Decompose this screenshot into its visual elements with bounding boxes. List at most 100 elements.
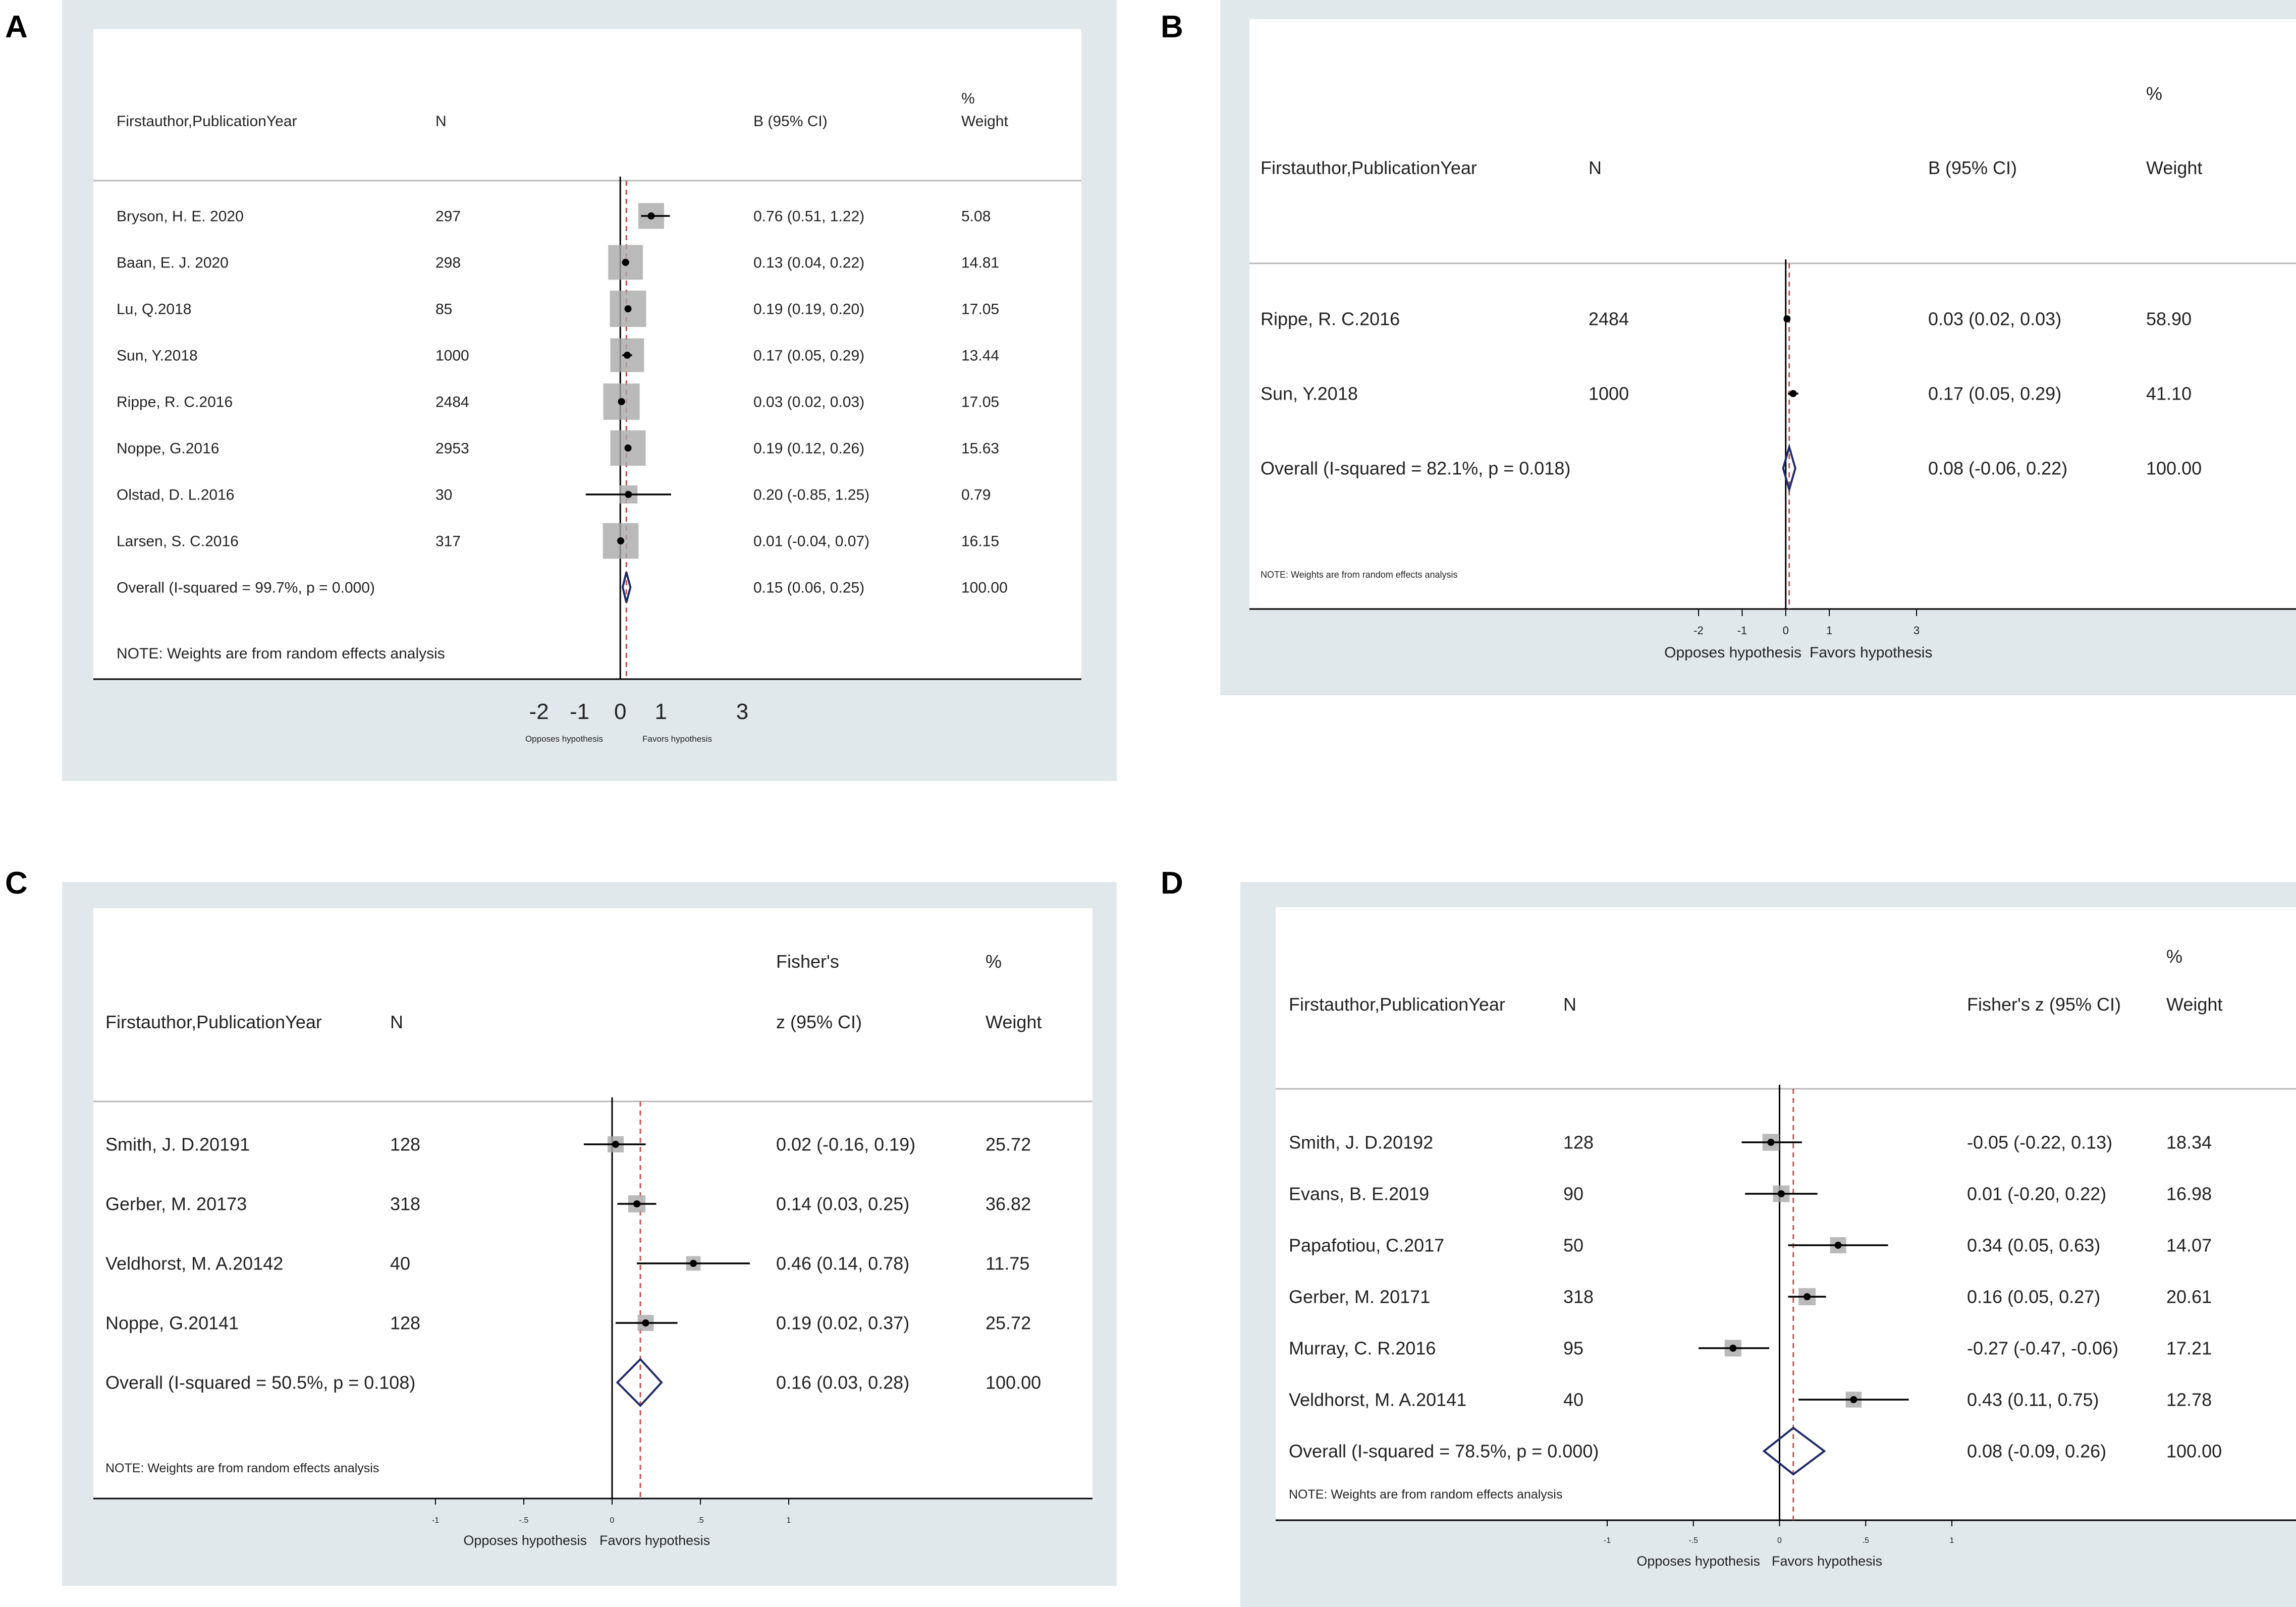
- x-label-opposes: Opposes hypothesis: [1636, 1554, 1760, 1569]
- point-estimate: [642, 1319, 649, 1326]
- study-label: Gerber, M. 20173: [105, 1194, 247, 1214]
- point-estimate: [1767, 1139, 1775, 1146]
- x-tick-label: .5: [697, 1516, 703, 1525]
- x-label-favors: Favors hypothesis: [642, 734, 712, 744]
- x-tick-label: -2: [1693, 624, 1704, 637]
- x-tick-label: 0: [1777, 1536, 1782, 1545]
- study-n: 318: [390, 1194, 420, 1214]
- header-n: N: [390, 1012, 403, 1032]
- study-label: Larsen, S. C.2016: [117, 533, 239, 550]
- study-weight: 20.61: [2166, 1287, 2212, 1307]
- study-n: 2484: [1589, 309, 1629, 329]
- study-weight: 13.44: [961, 348, 999, 364]
- point-estimate: [618, 398, 625, 405]
- study-label: Olstad, D. L.2016: [117, 487, 234, 504]
- study-ci: 0.19 (0.19, 0.20): [753, 301, 864, 318]
- study-ci: 0.76 (0.51, 1.22): [753, 208, 864, 225]
- header-study: Firstauthor,PublicationYear: [105, 1012, 322, 1032]
- study-weight: 14.81: [961, 255, 999, 271]
- x-tick-label: -1: [1737, 624, 1747, 637]
- study-weight: 58.90: [2146, 309, 2192, 329]
- study-weight: 16.98: [2166, 1184, 2212, 1204]
- study-n: 40: [1563, 1390, 1583, 1410]
- point-estimate: [1783, 315, 1791, 322]
- x-tick-label: 0: [1783, 624, 1789, 637]
- point-estimate: [617, 537, 625, 544]
- point-estimate: [1850, 1396, 1857, 1403]
- study-ci: 0.19 (0.12, 0.26): [753, 440, 864, 457]
- header-weight-line1: %: [2146, 83, 2162, 104]
- study-weight: 17.05: [961, 394, 999, 411]
- study-n: 128: [1563, 1132, 1594, 1153]
- overall-ci: 0.08 (-0.06, 0.22): [1928, 458, 2067, 479]
- study-weight: 0.79: [961, 487, 991, 504]
- header-weight-line2: Weight: [986, 1012, 1042, 1032]
- study-label: Evans, B. E.2019: [1289, 1184, 1429, 1204]
- header-weight-line2: Weight: [961, 113, 1008, 130]
- header-effect: B (95% CI): [1928, 157, 2017, 178]
- x-tick-label: -1: [570, 699, 589, 724]
- overall-label: Overall (I-squared = 82.1%, p = 0.018): [1261, 458, 1570, 479]
- x-label-favors: Favors hypothesis: [1810, 644, 1932, 661]
- point-estimate: [623, 352, 631, 359]
- panel-letter-b: B: [1161, 10, 1183, 44]
- study-ci: 0.14 (0.03, 0.25): [776, 1194, 909, 1214]
- study-ci: 0.03 (0.02, 0.03): [1928, 309, 2061, 329]
- study-label: Rippe, R. C.2016: [1261, 309, 1400, 329]
- study-weight: 16.15: [961, 533, 999, 550]
- study-label: Baan, E. J. 2020: [117, 255, 229, 271]
- study-label: Sun, Y.2018: [117, 348, 198, 364]
- study-weight: 17.05: [961, 301, 999, 318]
- point-estimate: [1803, 1293, 1811, 1300]
- study-label: Sun, Y.2018: [1261, 383, 1358, 404]
- study-ci: 0.34 (0.05, 0.63): [1967, 1235, 2100, 1256]
- forest-plot-c: Firstauthor,PublicationYear N Fisher's z (9…: [93, 908, 1092, 1548]
- study-ci: 0.02 (-0.16, 0.19): [776, 1134, 915, 1155]
- study-n: 128: [390, 1134, 420, 1155]
- x-tick-label: -.5: [519, 1516, 529, 1525]
- x-tick-label: 1: [1826, 624, 1832, 637]
- study-ci: 0.43 (0.11, 0.75): [1967, 1390, 2099, 1410]
- overall-weight: 100.00: [2166, 1441, 2222, 1462]
- study-ci: 0.16 (0.05, 0.27): [1967, 1287, 2100, 1307]
- study-label: Veldhorst, M. A.20142: [105, 1253, 283, 1274]
- overall-label: Overall (I-squared = 78.5%, p = 0.000): [1289, 1441, 1599, 1462]
- header-effect: B (95% CI): [753, 113, 828, 130]
- forest-panel-d: Firstauthor,PublicationYear N Fisher's z (…: [1240, 882, 2296, 1607]
- point-estimate: [1789, 390, 1797, 397]
- overall-weight: 100.00: [2146, 458, 2202, 479]
- forest-plot-b: Firstauthor,PublicationYear N B (95% CI)% W…: [1249, 19, 2296, 661]
- overall-ci: 0.16 (0.03, 0.28): [776, 1372, 909, 1393]
- header-n: N: [1563, 994, 1576, 1015]
- x-tick-label: 1: [655, 699, 667, 724]
- study-ci: 0.13 (0.04, 0.22): [753, 255, 864, 271]
- study-n: 1000: [1589, 383, 1629, 404]
- study-label: Murray, C. R.2016: [1289, 1338, 1436, 1359]
- point-estimate: [633, 1200, 640, 1207]
- overall-label: Overall (I-squared = 50.5%, p = 0.108): [105, 1372, 415, 1393]
- study-weight: 12.78: [2166, 1390, 2212, 1410]
- study-weight: 25.72: [986, 1313, 1031, 1334]
- study-label: Rippe, R. C.2016: [117, 394, 233, 411]
- header-weight-line2: Weight: [2166, 994, 2222, 1015]
- point-estimate: [624, 305, 632, 312]
- header-study: Firstauthor,PublicationYear: [1261, 157, 1477, 178]
- study-label: Papafotiou, C.2017: [1289, 1235, 1444, 1256]
- study-label: Bryson, H. E. 2020: [117, 208, 244, 225]
- study-label: Veldhorst, M. A.20141: [1289, 1390, 1466, 1410]
- study-ci: 0.01 (-0.04, 0.07): [753, 533, 869, 550]
- study-label: Lu, Q.2018: [117, 301, 191, 318]
- x-tick-label: 3: [1914, 624, 1920, 637]
- overall-diamond: [621, 572, 632, 603]
- overall-diamond: [1762, 1426, 1826, 1476]
- study-n: 95: [1563, 1338, 1583, 1359]
- forest-panel-a: Firstauthor,PublicationYear N B (95% CI)% W…: [62, 0, 1117, 781]
- forest-plot-d: Firstauthor,PublicationYear N Fisher's z (…: [1276, 907, 2296, 1569]
- x-tick-label: 1: [1950, 1536, 1954, 1545]
- x-tick-label: 0: [614, 699, 626, 724]
- study-n: 297: [435, 208, 461, 225]
- header-study: Firstauthor,PublicationYear: [1289, 994, 1505, 1015]
- study-weight: 18.34: [2166, 1132, 2212, 1153]
- study-label: Smith, J. D.20192: [1289, 1132, 1433, 1153]
- point-estimate: [622, 259, 629, 266]
